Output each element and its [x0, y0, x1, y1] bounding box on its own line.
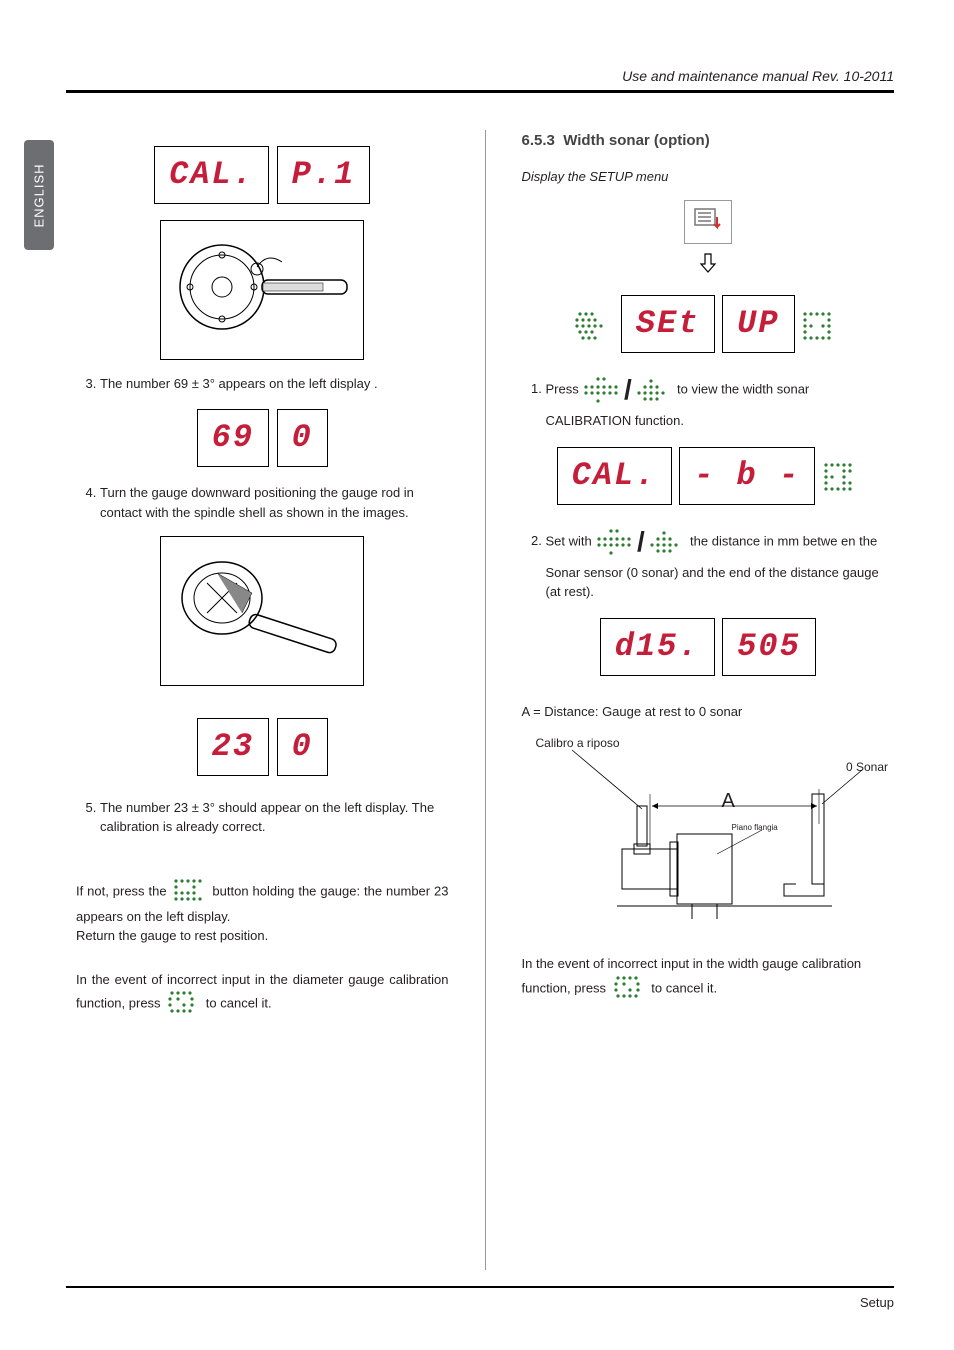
column-divider — [485, 130, 486, 1270]
section-heading: 6.5.3 Width sonar (option) — [522, 130, 895, 153]
minus-dot-icon — [648, 527, 686, 557]
dot-cancel-icon — [164, 989, 202, 1019]
plus-dot-icon — [595, 527, 633, 557]
led-left-icon — [575, 309, 615, 349]
right-step-2: Set with / — [522, 521, 895, 602]
page: Use and maintenance manual Rev. 10-2011 … — [0, 0, 954, 1350]
seg-left: d15. — [615, 628, 700, 665]
seg-right: 505 — [737, 628, 801, 665]
seg-right: UP — [737, 305, 779, 342]
dot-button-icon — [170, 877, 208, 907]
down-arrow-icon — [699, 252, 717, 274]
note-cancel-right: In the event of incorrect input in the w… — [522, 954, 895, 1004]
seg-left: SEt — [636, 305, 700, 342]
seg-left: CAL. — [572, 457, 657, 494]
display-cal-b: CAL. - b - — [522, 445, 895, 507]
header-rule — [66, 90, 894, 93]
led-right-icon — [800, 309, 840, 349]
display-69: 69 0 — [76, 407, 449, 469]
sonar-diagram: Calibro a riposo 0 Sonar A Piano flangia — [522, 734, 895, 934]
step-list-3: The number 69 ± 3° appears on the left d… — [76, 374, 449, 394]
right-step-1: Press / — [522, 369, 895, 431]
legend-a: A = Distance: Gauge at rest to 0 sonar — [522, 702, 895, 722]
step-4: Turn the gauge downward positioning the … — [100, 483, 449, 522]
step-3: The number 69 ± 3° appears on the left d… — [100, 374, 449, 394]
gauge-figure-1 — [76, 220, 449, 360]
plus-dot-icon — [582, 375, 620, 405]
seg-right: P.1 — [292, 156, 356, 193]
left-column: CAL. P.1 — [66, 130, 449, 1270]
led-right-icon — [821, 460, 861, 500]
step-list-4: Turn the gauge downward positioning the … — [76, 483, 449, 522]
footer: Setup — [66, 1286, 894, 1310]
seg-right: - b - — [694, 457, 800, 494]
display-cal-p1: CAL. P.1 — [76, 144, 449, 206]
language-tab: ENGLISH — [24, 140, 54, 250]
display-set-up: SEt UP — [522, 293, 895, 355]
header-reference: Use and maintenance manual Rev. 10-2011 — [622, 68, 894, 84]
step-5: The number 23 ± 3° should appear on the … — [100, 798, 449, 837]
step-list-5: The number 23 ± 3° should appear on the … — [76, 798, 449, 837]
seg-left: CAL. — [169, 156, 254, 193]
right-column: 6.5.3 Width sonar (option) Display the S… — [522, 130, 895, 1270]
subtitle: Display the SETUP menu — [522, 167, 895, 187]
note-press-button: If not, press the button holding the gau… — [76, 877, 449, 946]
note-cancel: In the event of incorrect input in the d… — [76, 970, 449, 1020]
minus-dot-icon — [635, 375, 673, 405]
seg-right: 0 — [292, 419, 313, 456]
seg-left: 69 — [212, 419, 254, 456]
content-columns: CAL. P.1 — [66, 130, 894, 1270]
language-tab-label: ENGLISH — [32, 163, 47, 227]
display-23: 23 0 — [76, 716, 449, 778]
slash-icon: / — [624, 374, 632, 405]
menu-icon-figure — [522, 200, 895, 279]
seg-right: 0 — [292, 728, 313, 765]
gauge-figure-2 — [76, 536, 449, 686]
dot-cancel-icon — [610, 974, 648, 1004]
slash-icon: / — [637, 526, 645, 557]
seg-left: 23 — [212, 728, 254, 765]
display-d15-505: d15. 505 — [522, 616, 895, 678]
